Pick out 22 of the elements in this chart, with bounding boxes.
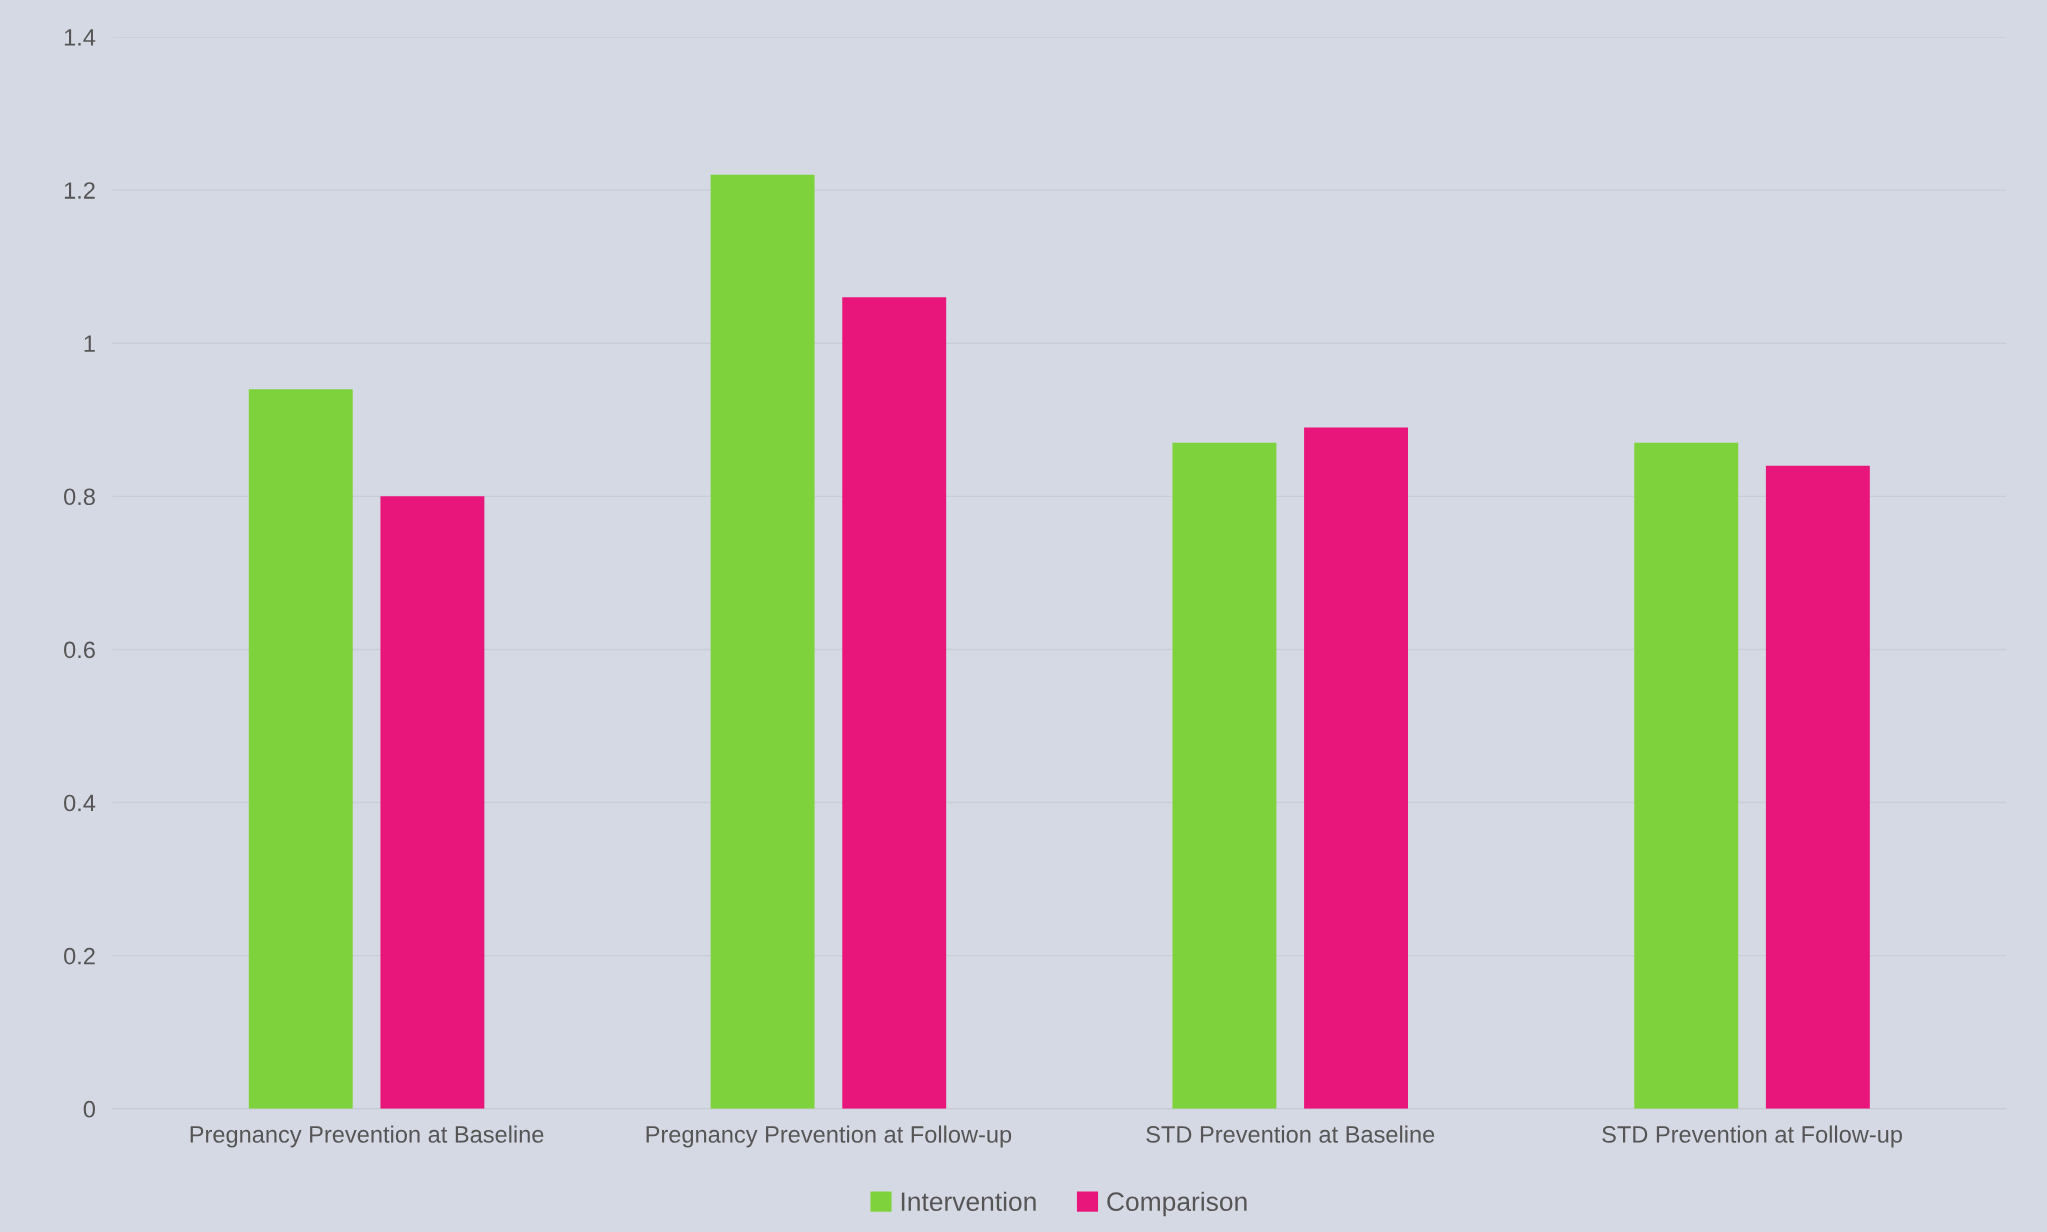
y-tick-label: 0.8 (64, 488, 95, 506)
x-tick-label: Pregnancy Prevention at Baseline (190, 1125, 544, 1148)
legend-label: Comparison (1107, 1191, 1247, 1217)
y-tick-label: 1.2 (64, 182, 95, 199)
bar (1172, 442, 1277, 1109)
bar (380, 496, 485, 1109)
y-tick-label: 0.6 (64, 641, 95, 659)
bar (1634, 442, 1739, 1109)
y-tick-label: 0.4 (64, 794, 96, 812)
x-tick-label: Pregnancy Prevention at Follow-up (646, 1125, 1012, 1148)
bar (710, 174, 815, 1109)
legend-label: Intervention (901, 1191, 1036, 1212)
bar (1765, 465, 1870, 1109)
x-tick-label: STD Prevention at Follow-up (1602, 1125, 1902, 1148)
bar (248, 389, 353, 1109)
x-tick-label: STD Prevention at Baseline (1146, 1125, 1435, 1143)
bar (1304, 427, 1408, 1109)
y-tick-label: 1 (84, 335, 95, 352)
y-tick-label: 0.2 (64, 947, 95, 965)
y-tick-label: 1.4 (64, 29, 96, 46)
y-tick-label: 0 (83, 1100, 95, 1118)
bar (842, 297, 947, 1109)
